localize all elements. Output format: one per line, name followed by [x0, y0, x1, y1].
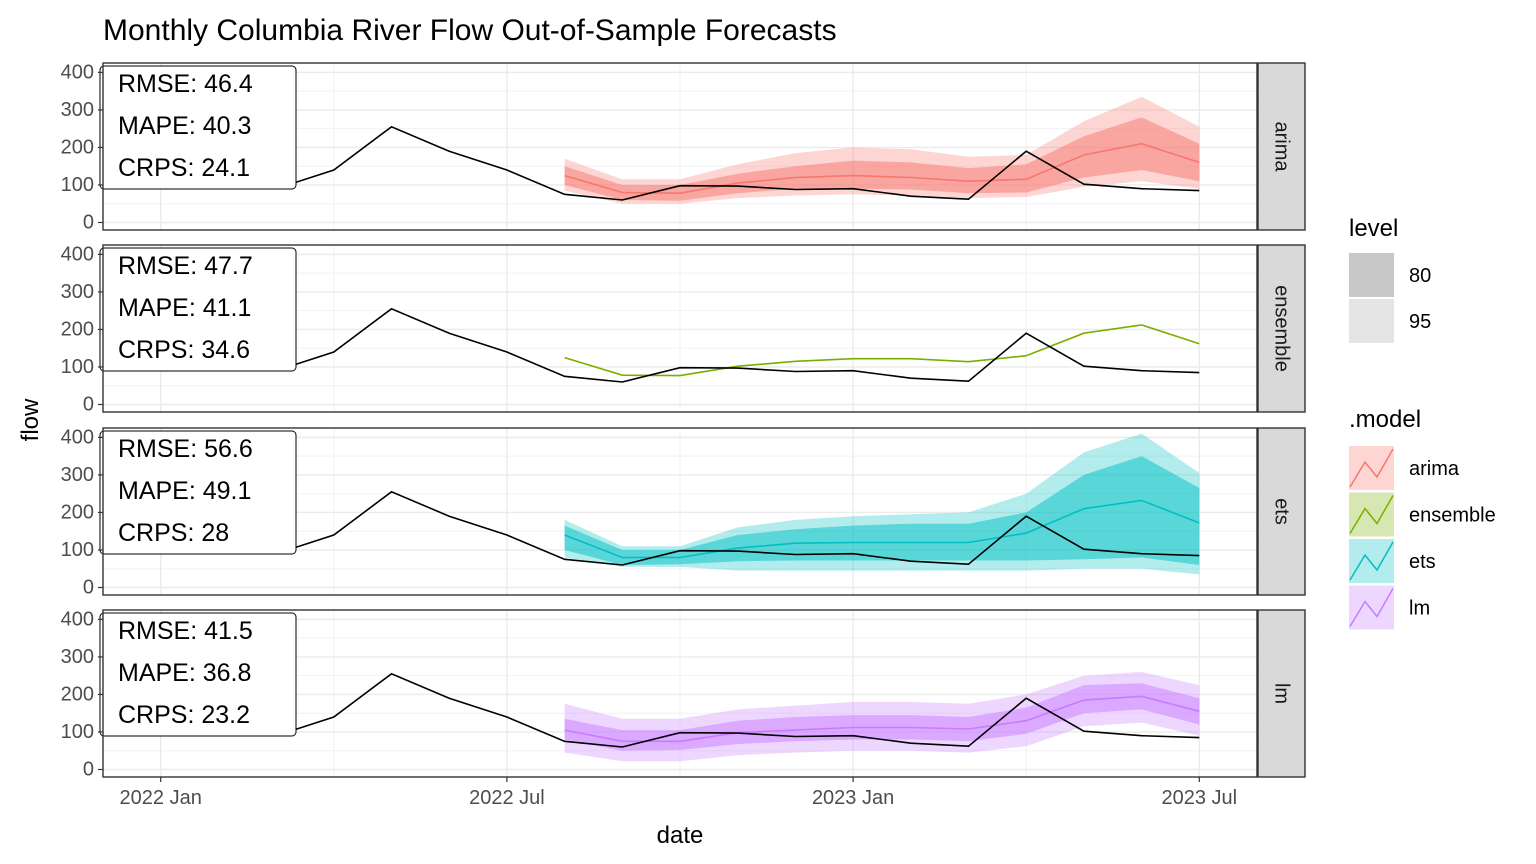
metric-label: CRPS: 28 [118, 519, 229, 547]
legend-label-model: arima [1409, 458, 1460, 480]
metric-label: RMSE: 56.6 [118, 435, 253, 463]
y-tick-label: 100 [61, 721, 94, 743]
metric-label: MAPE: 49.1 [118, 477, 251, 505]
x-axis-title: date [657, 822, 704, 849]
legend-label-level: 95 [1409, 311, 1431, 333]
x-axis: 2022 Jan 2022 Jul 2023 Jan 2023 Jul [120, 777, 1237, 809]
lm-band-80 [564, 683, 1200, 751]
y-tick-label: 0 [83, 211, 94, 233]
actual-flow-line [160, 307, 1200, 383]
lm-forecast-line [564, 695, 1200, 743]
legend-title-model: .model [1349, 406, 1421, 433]
legend: level 80 95 .model arima ensemble ets lm [1349, 215, 1496, 630]
x-tick-label: 2023 Jul [1161, 787, 1237, 809]
y-tick-label: 0 [83, 758, 94, 780]
chart-title: Monthly Columbia River Flow Out-of-Sampl… [103, 14, 837, 47]
y-tick-label: 0 [83, 576, 94, 598]
actual-flow-line [160, 490, 1200, 566]
legend-label-model: lm [1409, 598, 1430, 620]
y-tick-label: 400 [61, 61, 94, 83]
legend-title-level: level [1349, 215, 1398, 242]
y-tick-label: 0 [83, 393, 94, 415]
metric-label: CRPS: 24.1 [118, 154, 250, 182]
panel-ensemble: RMSE: 47.7 MAPE: 41.1 CRPS: 34.6 ensemble 0 1… [61, 243, 1306, 415]
legend-key-lm [1349, 585, 1394, 630]
panel-border [102, 427, 1258, 596]
facet-label-arima: arima [1271, 121, 1293, 172]
y-tick-label: 100 [61, 174, 94, 196]
panel-border [102, 62, 1258, 231]
arima-metrics-box: RMSE: 46.4 MAPE: 40.3 CRPS: 24.1 [99, 65, 297, 190]
legend-key-level-95 [1349, 299, 1394, 343]
actual-flow-line [160, 125, 1200, 201]
metric-label: MAPE: 40.3 [118, 112, 251, 140]
facet-strip [1257, 62, 1306, 231]
y-tick-label: 200 [61, 683, 94, 705]
legend-label-level: 80 [1409, 265, 1431, 287]
legend-key-ensemble [1349, 492, 1394, 537]
panel-ets: RMSE: 56.6 MAPE: 49.1 CRPS: 28 ets 0 100 200 30… [61, 426, 1306, 598]
arima-band-80 [564, 117, 1200, 201]
legend-label-model: ensemble [1409, 505, 1496, 527]
legend-key-level-80 [1349, 253, 1394, 297]
ensemble-metrics-box: RMSE: 47.7 MAPE: 41.1 CRPS: 34.6 [99, 247, 297, 372]
panel-lm: RMSE: 41.5 MAPE: 36.8 CRPS: 23.2 lm 0 100 200 3… [61, 608, 1306, 780]
y-tick-label: 400 [61, 426, 94, 448]
metric-label: CRPS: 34.6 [118, 336, 250, 364]
facet-panels: RMSE: 46.4 MAPE: 40.3 CRPS: 24.1 arima 0 100 2… [61, 61, 1306, 780]
y-tick-label: 300 [61, 464, 94, 486]
actual-flow-line [160, 672, 1200, 748]
y-tick-label: 400 [61, 243, 94, 265]
legend-key-arima [1349, 446, 1394, 490]
metric-label: CRPS: 23.2 [118, 701, 250, 729]
metric-label: RMSE: 41.5 [118, 617, 253, 645]
y-tick-label: 300 [61, 646, 94, 668]
y-axis-title: flow [17, 398, 44, 441]
y-tick-label: 300 [61, 99, 94, 121]
panel-arima: RMSE: 46.4 MAPE: 40.3 CRPS: 24.1 arima 0 100 2… [61, 61, 1306, 233]
arima-forecast-line [564, 142, 1200, 195]
ensemble-forecast-line [564, 324, 1200, 377]
facet-label-ensemble: ensemble [1271, 285, 1293, 372]
facet-strip [1257, 609, 1306, 778]
facet-label-ets: ets [1271, 498, 1293, 525]
facet-strip [1257, 244, 1306, 413]
legend-label-model: ets [1409, 551, 1436, 573]
ets-band-80 [564, 456, 1200, 565]
metric-label: MAPE: 36.8 [118, 659, 251, 687]
y-tick-label: 200 [61, 318, 94, 340]
y-tick-label: 200 [61, 136, 94, 158]
x-tick-label: 2022 Jul [469, 787, 545, 809]
ets-metrics-box: RMSE: 56.6 MAPE: 49.1 CRPS: 28 [99, 430, 297, 555]
y-tick-label: 100 [61, 356, 94, 378]
metric-label: RMSE: 46.4 [118, 70, 253, 98]
ets-forecast-line [564, 499, 1200, 559]
facet-label-lm: lm [1271, 683, 1293, 704]
lm-metrics-box: RMSE: 41.5 MAPE: 36.8 CRPS: 23.2 [99, 612, 297, 737]
y-tick-label: 300 [61, 281, 94, 303]
x-tick-label: 2022 Jan [120, 787, 202, 809]
legend-key-ets [1349, 539, 1394, 583]
y-tick-label: 400 [61, 608, 94, 630]
panel-border [102, 244, 1258, 413]
y-tick-label: 100 [61, 539, 94, 561]
x-tick-label: 2023 Jan [812, 787, 894, 809]
metric-label: RMSE: 47.7 [118, 252, 253, 280]
metric-label: MAPE: 41.1 [118, 294, 251, 322]
facet-strip [1257, 427, 1306, 596]
panel-border [102, 609, 1258, 778]
y-tick-label: 200 [61, 501, 94, 523]
